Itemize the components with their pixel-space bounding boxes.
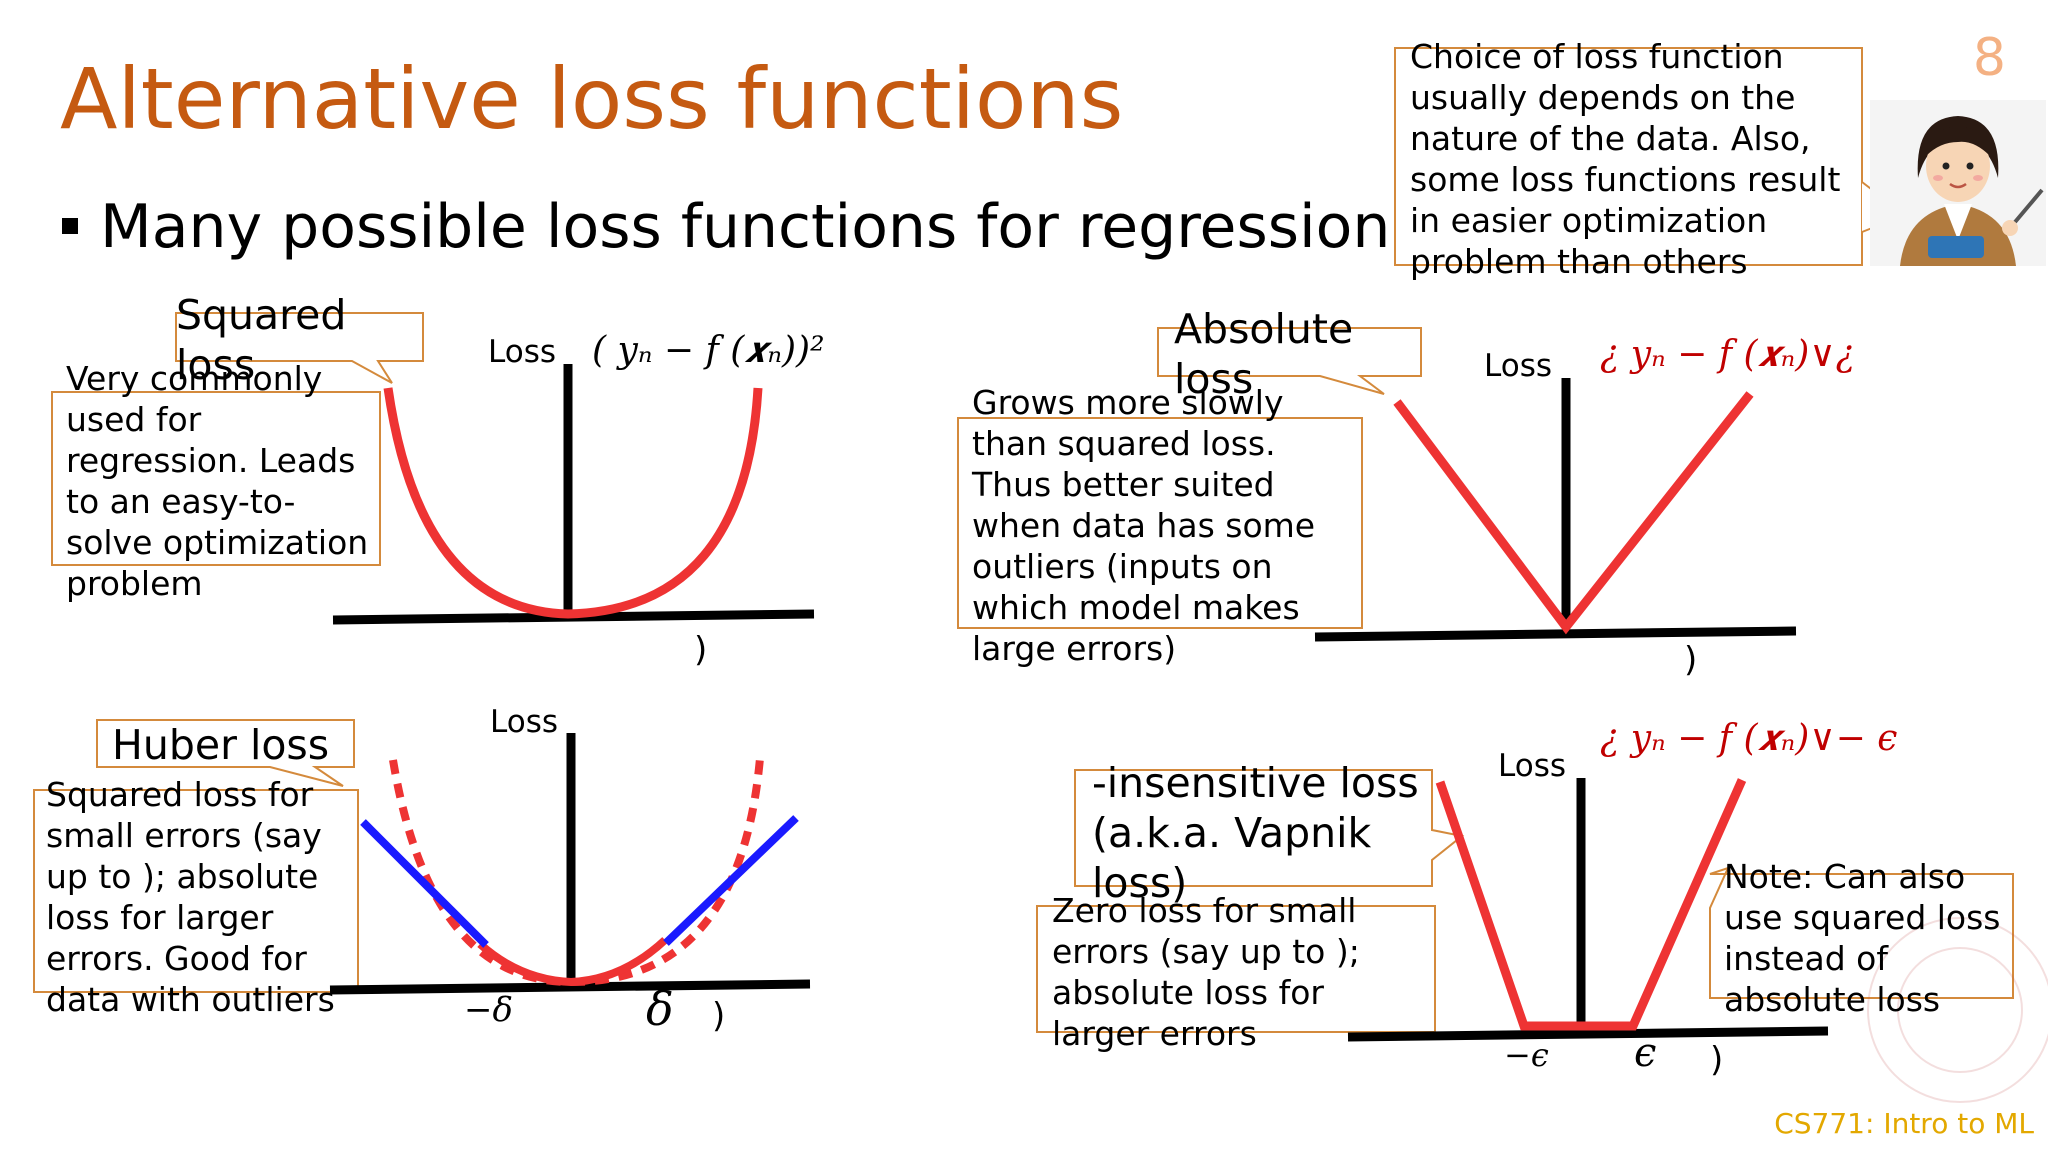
eps-note-text: Note: Can also use squared loss instead … — [1724, 857, 2001, 1019]
page-number: 8 — [1972, 28, 2006, 88]
squared-name-callout — [175, 312, 424, 384]
bullet-text: Many possible loss functions for regress… — [100, 192, 1473, 262]
eps-loss-description: Zero loss for small errors (say up to );… — [1052, 891, 1360, 1053]
squared-loss-plot — [332, 364, 815, 625]
page-title: Alternative loss functions — [60, 50, 1124, 148]
huber-loss-name: Huber loss — [112, 721, 330, 769]
eps-loss-curve — [1435, 778, 1747, 1031]
huber-linear-left — [360, 819, 489, 948]
eps-name-callout — [1074, 769, 1465, 887]
squared-loss-name: Squared loss — [176, 291, 347, 389]
absolute-desc-callout — [957, 417, 1363, 629]
absolute-loss-name: Absolute loss — [1174, 305, 1354, 403]
eps-note-callout — [1709, 866, 2014, 999]
teacher-icon — [1870, 100, 2046, 266]
eps-x-axis — [1347, 1026, 1829, 1042]
huber-paren: ) — [712, 996, 726, 1036]
absolute-axis-label: Loss — [1484, 348, 1552, 384]
huber-squared-core — [477, 937, 668, 987]
huber-delta-label: δ — [646, 982, 674, 1036]
eps-axis-label: Loss — [1498, 748, 1566, 784]
huber-name-callout — [96, 719, 355, 787]
squared-loss-formula: ( yₙ − f (𝒙ₙ))² — [592, 330, 825, 371]
absolute-paren: ) — [1684, 640, 1698, 680]
eps-epsilon-label: ϵ — [1634, 1030, 1657, 1076]
huber-x-axis — [329, 979, 811, 995]
seal-watermark — [1867, 917, 2048, 1103]
teacher-note-text: Choice of loss function usually depends … — [1410, 37, 1841, 281]
squared-loss-curve — [383, 387, 763, 619]
squared-desc-callout — [51, 391, 381, 566]
eps-neg-epsilon-label: −ϵ — [1504, 1036, 1549, 1074]
squared-axis-label: Loss — [488, 334, 556, 370]
eps-paren: ) — [1710, 1040, 1724, 1080]
huber-neg-delta-label: −δ — [464, 990, 513, 1030]
eps-loss-formula: ¿ yₙ − f (𝒙ₙ)∨− ϵ — [1600, 718, 1898, 759]
huber-loss-plot — [329, 733, 811, 995]
squared-paren: ) — [694, 630, 708, 670]
huber-loss-description: Squared loss for small errors (say up to… — [46, 775, 335, 1019]
huber-axis-label: Loss — [490, 704, 558, 740]
course-footer: CS771: Intro to ML — [1774, 1107, 2034, 1140]
eps-loss-name: -insensitive loss (a.k.a. Vapnik loss) — [1092, 759, 1419, 907]
absolute-loss-plot — [1314, 378, 1797, 642]
absolute-loss-description: Grows more slowly than squared loss. Thu… — [972, 383, 1316, 668]
absolute-loss-formula: ¿ yₙ − f (𝒙ₙ)∨¿ — [1600, 334, 1855, 375]
absolute-x-axis — [1314, 626, 1797, 642]
squared-loss-description: Very commonly used for regression. Leads… — [66, 359, 369, 603]
eps-loss-plot — [1347, 778, 1829, 1042]
huber-linear-right — [663, 815, 799, 946]
bullet-point: Many possible loss functions for regress… — [62, 192, 1472, 262]
huber-squared-dashed-curve — [389, 757, 764, 987]
absolute-loss-curve — [1393, 391, 1754, 635]
absolute-name-callout — [1157, 327, 1422, 395]
teacher-note-callout — [1394, 47, 1863, 266]
bullet-square-icon — [62, 218, 78, 234]
